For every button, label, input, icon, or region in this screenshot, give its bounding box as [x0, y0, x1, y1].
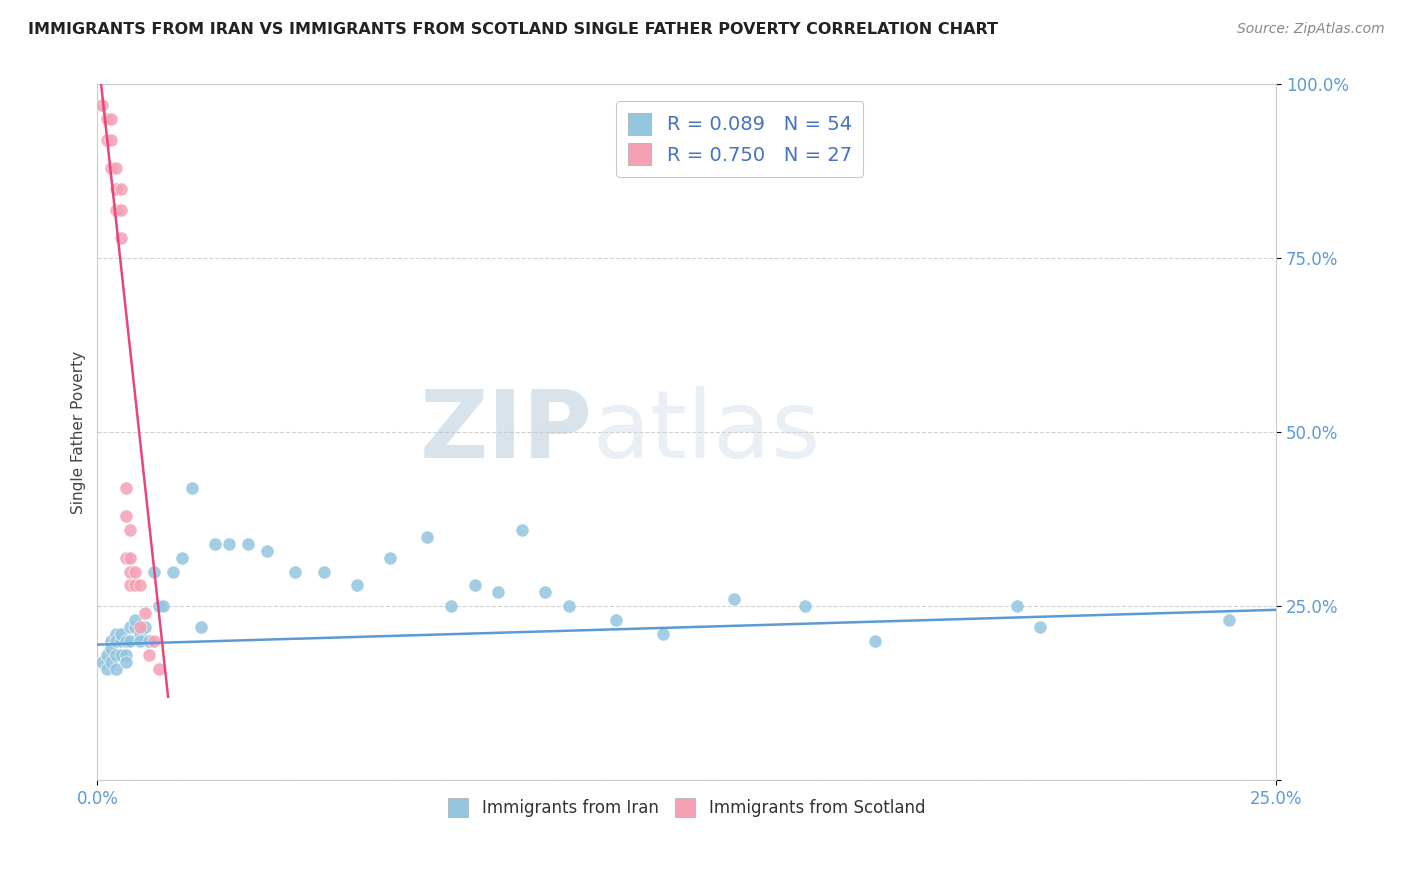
Point	[440, 599, 463, 614]
Point	[162, 565, 184, 579]
Point	[96, 133, 118, 147]
Point	[464, 578, 486, 592]
Point	[134, 607, 156, 621]
Point	[110, 202, 132, 217]
Point	[114, 481, 136, 495]
Point	[180, 481, 202, 495]
Point	[1218, 613, 1240, 627]
Point	[91, 655, 114, 669]
Text: IMMIGRANTS FROM IRAN VS IMMIGRANTS FROM SCOTLAND SINGLE FATHER POVERTY CORRELATI: IMMIGRANTS FROM IRAN VS IMMIGRANTS FROM …	[28, 22, 998, 37]
Point	[110, 182, 132, 196]
Point	[114, 550, 136, 565]
Point	[96, 662, 118, 676]
Point	[105, 634, 128, 648]
Point	[148, 662, 170, 676]
Point	[128, 578, 150, 592]
Point	[100, 655, 122, 669]
Point	[256, 543, 278, 558]
Point	[346, 578, 368, 592]
Point	[96, 648, 118, 662]
Point	[142, 565, 165, 579]
Point	[138, 648, 160, 662]
Point	[138, 634, 160, 648]
Point	[128, 634, 150, 648]
Point	[865, 634, 887, 648]
Point	[124, 613, 146, 627]
Text: atlas: atlas	[592, 386, 821, 478]
Point	[100, 112, 122, 127]
Point	[284, 565, 307, 579]
Point	[534, 585, 557, 599]
Point	[105, 662, 128, 676]
Point	[100, 634, 122, 648]
Point	[96, 112, 118, 127]
Point	[148, 599, 170, 614]
Point	[723, 592, 745, 607]
Point	[120, 578, 142, 592]
Point	[190, 620, 212, 634]
Point	[114, 634, 136, 648]
Point	[558, 599, 581, 614]
Point	[172, 550, 194, 565]
Point	[100, 133, 122, 147]
Point	[114, 508, 136, 523]
Point	[91, 98, 114, 112]
Point	[652, 627, 675, 641]
Point	[110, 648, 132, 662]
Point	[312, 565, 335, 579]
Point	[1029, 620, 1052, 634]
Point	[120, 550, 142, 565]
Point	[110, 634, 132, 648]
Point	[134, 620, 156, 634]
Legend: Immigrants from Iran, Immigrants from Scotland: Immigrants from Iran, Immigrants from Sc…	[441, 791, 932, 824]
Point	[120, 565, 142, 579]
Point	[238, 537, 260, 551]
Point	[105, 648, 128, 662]
Point	[793, 599, 815, 614]
Point	[110, 230, 132, 244]
Point	[218, 537, 240, 551]
Point	[120, 634, 142, 648]
Point	[110, 627, 132, 641]
Point	[124, 620, 146, 634]
Point	[510, 523, 533, 537]
Point	[120, 523, 142, 537]
Point	[100, 161, 122, 175]
Point	[416, 530, 439, 544]
Point	[128, 627, 150, 641]
Point	[142, 634, 165, 648]
Point	[486, 585, 509, 599]
Y-axis label: Single Father Poverty: Single Father Poverty	[72, 351, 86, 514]
Point	[105, 161, 128, 175]
Point	[124, 578, 146, 592]
Point	[128, 620, 150, 634]
Text: Source: ZipAtlas.com: Source: ZipAtlas.com	[1237, 22, 1385, 37]
Text: ZIP: ZIP	[419, 386, 592, 478]
Point	[1005, 599, 1028, 614]
Point	[105, 202, 128, 217]
Point	[120, 620, 142, 634]
Point	[378, 550, 401, 565]
Point	[204, 537, 226, 551]
Point	[152, 599, 174, 614]
Point	[100, 641, 122, 656]
Point	[105, 627, 128, 641]
Point	[605, 613, 627, 627]
Point	[105, 182, 128, 196]
Point	[114, 648, 136, 662]
Point	[114, 655, 136, 669]
Point	[124, 565, 146, 579]
